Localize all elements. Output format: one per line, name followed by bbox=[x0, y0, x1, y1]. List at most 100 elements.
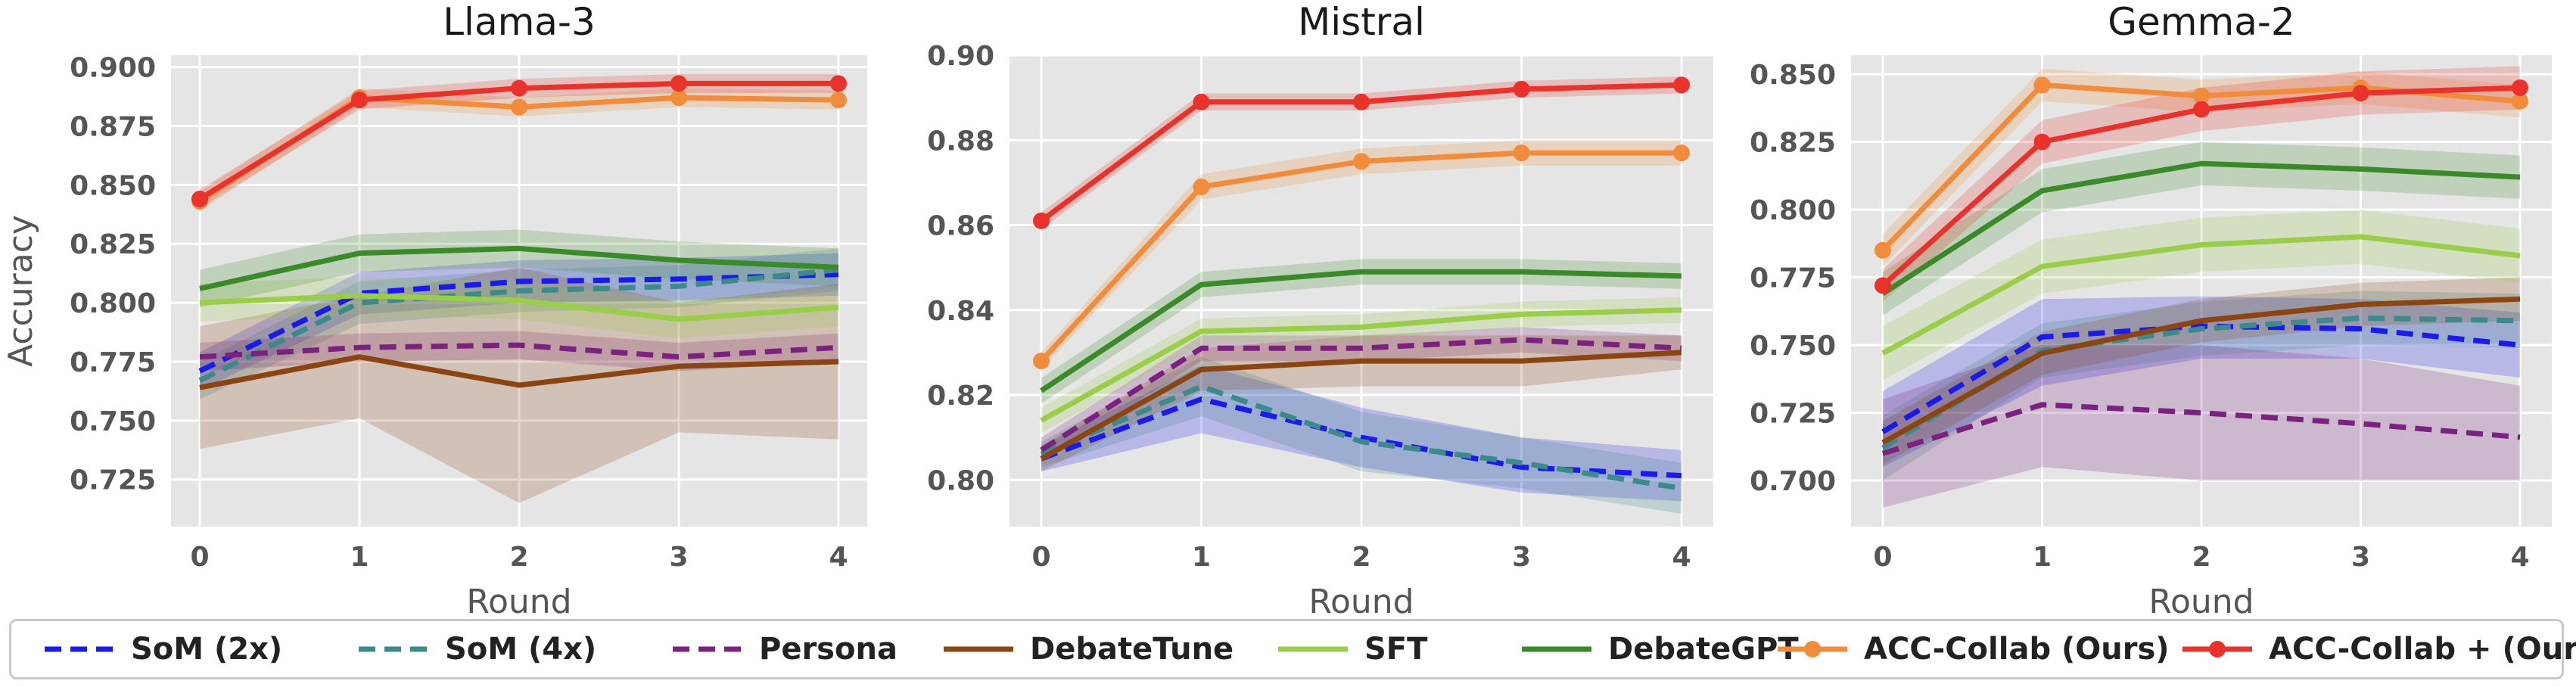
y-tick-label: 0.700 bbox=[1750, 466, 1836, 497]
legend-swatch bbox=[1778, 641, 1847, 657]
confidence-band bbox=[1041, 140, 1682, 370]
x-tick-label: 3 bbox=[2351, 542, 2370, 573]
confidence-band bbox=[1041, 259, 1682, 404]
series-line bbox=[1881, 323, 2521, 434]
x-tick-label: 3 bbox=[669, 542, 688, 573]
x-tick-label: 2 bbox=[1352, 542, 1370, 573]
series-line bbox=[1040, 307, 1682, 423]
series-line bbox=[1881, 296, 2521, 446]
y-tick-label: 0.850 bbox=[1750, 60, 1836, 91]
x-tick-label: 2 bbox=[2192, 542, 2210, 573]
legend-label: ACC-Collab (Ours) bbox=[1864, 632, 2170, 667]
y-tick-label: 0.725 bbox=[1750, 399, 1836, 430]
data-point bbox=[830, 75, 847, 92]
confidence-band bbox=[1883, 277, 2520, 465]
legend-label: Persona bbox=[759, 632, 898, 667]
y-tick-label: 0.825 bbox=[1750, 128, 1836, 159]
data-point bbox=[191, 191, 208, 208]
legend-swatch bbox=[1522, 646, 1591, 652]
y-tick-label: 0.90 bbox=[927, 41, 994, 72]
data-point bbox=[670, 89, 687, 107]
series-line bbox=[1881, 234, 2521, 356]
y-tick-label: 0.88 bbox=[927, 126, 994, 157]
data-point bbox=[1033, 212, 1050, 229]
series-line bbox=[199, 354, 839, 390]
y-tick-label: 0.84 bbox=[927, 296, 994, 327]
y-tick-label: 0.725 bbox=[70, 465, 156, 496]
legend-label: SoM (4x) bbox=[445, 632, 597, 667]
data-point bbox=[1513, 145, 1530, 162]
series-line bbox=[1040, 269, 1682, 393]
legend-swatch bbox=[2182, 641, 2252, 657]
legend-swatch bbox=[944, 646, 1013, 652]
confidence-band bbox=[1883, 66, 2520, 302]
y-tick-label: 0.875 bbox=[70, 111, 156, 142]
data-point bbox=[1513, 80, 1530, 98]
x-tick-label: 4 bbox=[829, 542, 848, 573]
y-tick-label: 0.82 bbox=[927, 381, 994, 412]
chart-title: Llama-3 bbox=[443, 0, 596, 44]
x-tick-label: 1 bbox=[350, 542, 369, 573]
legend-label: SoM (2x) bbox=[131, 632, 283, 667]
y-tick-label: 0.900 bbox=[70, 53, 156, 84]
data-point bbox=[1033, 353, 1050, 370]
x-tick-label: 3 bbox=[1512, 542, 1531, 573]
y-tick-label: 0.750 bbox=[1750, 331, 1836, 362]
x-tick-label: 0 bbox=[190, 542, 209, 573]
x-tick-label: 1 bbox=[1192, 542, 1211, 573]
series-line bbox=[1881, 402, 2521, 456]
data-point bbox=[2193, 101, 2210, 118]
x-tick-label: 0 bbox=[1873, 542, 1892, 573]
x-axis-label: Round bbox=[1308, 583, 1414, 621]
data-point bbox=[1874, 241, 1891, 259]
data-point bbox=[1673, 145, 1690, 162]
data-point bbox=[1673, 76, 1690, 94]
confidence-band bbox=[1883, 345, 2520, 508]
legend-swatch bbox=[673, 646, 742, 652]
legend-label: SFT bbox=[1364, 632, 1428, 667]
y-tick-label: 0.750 bbox=[70, 406, 156, 437]
data-point bbox=[2033, 76, 2051, 94]
legend-item: ACC-Collab (Ours) bbox=[1775, 621, 2170, 677]
x-axis-label: Round bbox=[466, 583, 571, 621]
confidence-band bbox=[1883, 210, 2520, 381]
data-point bbox=[2512, 92, 2528, 110]
series-line bbox=[199, 245, 839, 291]
legend-label: DebateGPT bbox=[1608, 632, 1799, 667]
confidence-band bbox=[200, 276, 838, 338]
series-line bbox=[1040, 384, 1682, 491]
legend-swatch bbox=[45, 646, 114, 652]
legend-label: ACC-Collab + (Ours) bbox=[2269, 632, 2576, 667]
x-tick-label: 0 bbox=[1031, 542, 1050, 573]
series-line bbox=[1881, 315, 2521, 451]
legend-label: DebateTune bbox=[1030, 632, 1234, 667]
x-tick-label: 2 bbox=[509, 542, 528, 573]
data-point bbox=[511, 79, 527, 97]
legend-item: DebateTune bbox=[941, 621, 1234, 677]
series-line bbox=[198, 272, 839, 374]
data-point bbox=[1353, 153, 1370, 170]
confidence-band bbox=[1041, 327, 1682, 463]
legend-item: DebateGPT bbox=[1519, 621, 1799, 677]
chart-panel-1: 0.90 0.88 0.86 0.84 0.82 0.80 0 1 2 3 4 Mistral Roun… bbox=[927, 0, 1713, 621]
series-line bbox=[1040, 350, 1682, 462]
y-tick-label: 0.800 bbox=[70, 288, 156, 319]
y-tick-label: 0.825 bbox=[70, 229, 156, 260]
chart-title: Mistral bbox=[1298, 0, 1425, 44]
series-line bbox=[1040, 337, 1682, 452]
data-point bbox=[1193, 178, 1210, 195]
legend-item: ACC-Collab + (Ours) bbox=[2179, 621, 2576, 677]
legend: SoM (2x) SoM (4x) Persona DebateTune SFT Deba… bbox=[9, 619, 2576, 679]
data-point bbox=[830, 92, 847, 109]
confidence-band bbox=[200, 229, 838, 308]
series-line bbox=[198, 266, 839, 384]
y-tick-label: 0.850 bbox=[70, 170, 156, 201]
y-tick-label: 0.80 bbox=[927, 465, 994, 496]
legend-swatch bbox=[359, 646, 428, 652]
chart-panel-0: 0.900 0.875 0.850 0.825 0.800 0.775 0.750 0.725… bbox=[2, 0, 867, 621]
y-tick-label: 0.775 bbox=[1750, 263, 1836, 294]
data-point bbox=[2033, 133, 2051, 151]
confidence-band bbox=[200, 331, 838, 371]
legend-marker bbox=[1804, 641, 1821, 657]
